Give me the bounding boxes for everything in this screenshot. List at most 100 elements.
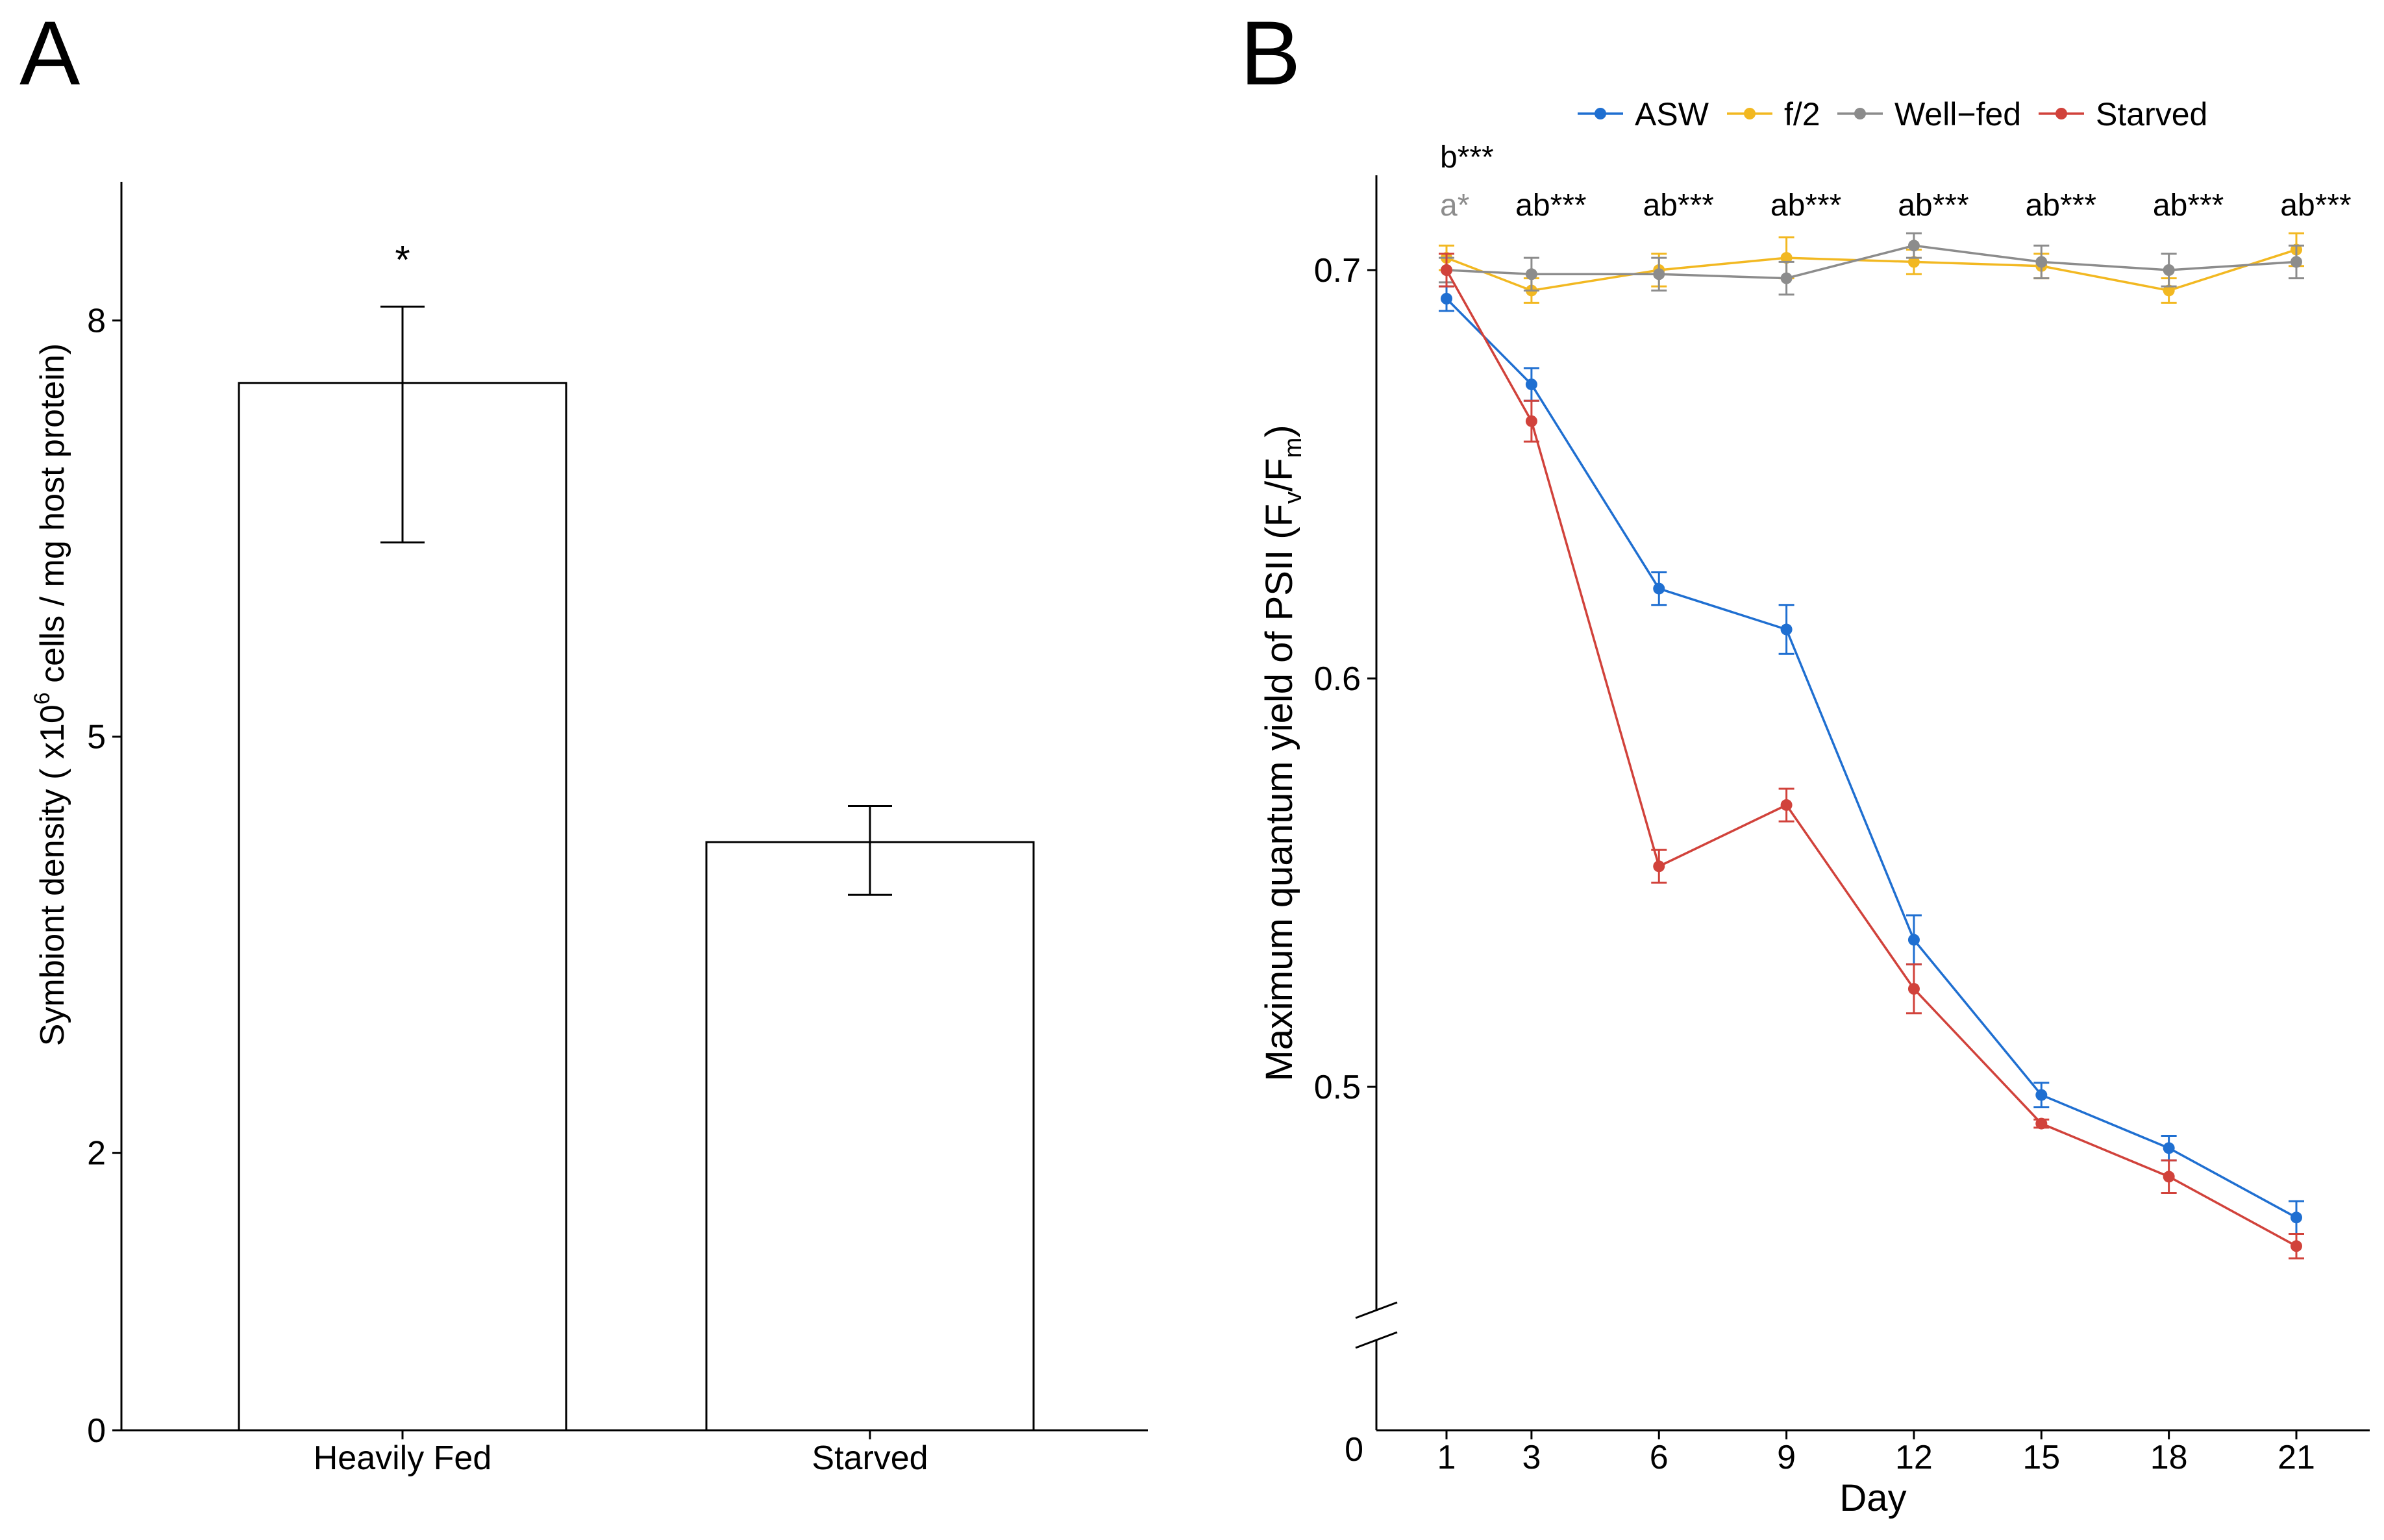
panel-b: B ASW f/2 Well−fed Starved b*** a* ab*** ab***…	[1240, 2, 2370, 1519]
y-tick-label-1: 2	[87, 1135, 106, 1173]
y-tick-label-3: 8	[87, 303, 106, 340]
data-point-1-3	[1780, 252, 1793, 264]
data-point-0-3	[1780, 623, 1793, 636]
significance-annotation-0: *	[395, 238, 410, 281]
series-line-0	[1445, 297, 2297, 1219]
y-tick-label-2: 5	[87, 719, 106, 756]
significance-row2-1: ab***	[1515, 188, 1586, 223]
significance-row2-6: ab***	[2153, 188, 2224, 223]
data-point-0-1	[1525, 379, 1537, 391]
data-point-3-3	[1780, 799, 1793, 811]
significance-row2-4: ab***	[1898, 188, 1968, 223]
data-point-3-7	[2291, 1240, 2302, 1252]
data-point-1-6	[2163, 284, 2175, 297]
data-point-2-1	[1525, 268, 1537, 280]
y-tick-label-1: 0.6	[1314, 660, 1361, 698]
series-asw	[1439, 285, 2304, 1235]
data-point-2-4	[1907, 240, 1920, 252]
legend-marker-2	[1854, 108, 1866, 119]
panel-b-y-title-text: Maximum quantum yield of PSII (F	[1258, 504, 1300, 1082]
panel-b-legend: ASW f/2 Well−fed Starved	[1578, 96, 2207, 132]
data-point-0-5	[2035, 1089, 2048, 1101]
panel-b-y-title-mid: /F	[1258, 458, 1300, 491]
legend-label-3: Starved	[2096, 96, 2207, 132]
data-point-0-7	[2291, 1211, 2302, 1224]
series-line-3	[1445, 269, 2297, 1247]
panel-a-bars	[238, 382, 1035, 1432]
x-tick-label-3: 9	[1777, 1439, 1796, 1476]
y-tick-label-2: 0.7	[1314, 252, 1361, 290]
panel-b-y-title-sub1: v	[1280, 491, 1307, 504]
legend-label-2: Well−fed	[1894, 96, 2021, 132]
legend-marker-1	[1744, 108, 1756, 119]
series-starved	[1439, 253, 2304, 1260]
legend-item-3: Starved	[2039, 96, 2207, 132]
x-tick-label-2: 6	[1650, 1439, 1669, 1476]
panel-b-y-title-sub2: m	[1280, 438, 1307, 458]
series-line-2	[1446, 244, 2297, 280]
legend-label-1: f/2	[1784, 96, 1820, 132]
significance-row2-2: ab***	[1643, 188, 1714, 223]
x-tick-label-6: 18	[2150, 1439, 2188, 1476]
x-tick-label-4: 12	[1895, 1439, 1933, 1476]
panel-a-y-title-superscript: 6	[30, 692, 55, 704]
x-tick-label-1: Starved	[812, 1439, 928, 1477]
x-tick-label-0: Heavily Fed	[314, 1439, 492, 1477]
panel-a-y-title-prefix: Symbiont density ( x10	[34, 704, 71, 1046]
significance-row2-3: ab***	[1770, 188, 1841, 223]
data-point-3-2	[1653, 860, 1665, 873]
series-line-1	[1446, 248, 2297, 292]
data-point-3-1	[1525, 415, 1537, 427]
panel-b-x-axis-title: Day	[1839, 1477, 1906, 1519]
panel-b-axis-break-mark-2	[1355, 1331, 1398, 1349]
legend-label-0: ASW	[1635, 96, 1709, 132]
data-point-2-7	[2291, 256, 2302, 268]
panel-b-label: B	[1240, 2, 1300, 104]
bar-1	[705, 841, 1035, 1432]
x-tick-label-0: 1	[1437, 1439, 1456, 1476]
panel-a-y-axis-title: Symbiont density ( x106 cells / mg host …	[30, 343, 71, 1047]
legend-marker-3	[2055, 108, 2067, 119]
y-tick-label-0: 0.5	[1314, 1069, 1361, 1106]
data-point-0-2	[1653, 582, 1665, 595]
panel-a-annotations: *	[395, 238, 410, 281]
legend-marker-0	[1595, 108, 1606, 119]
panel-b-y-title-end: )	[1258, 425, 1300, 437]
significance-row2-7: ab***	[2280, 188, 2351, 223]
data-point-3-6	[2163, 1171, 2175, 1183]
panel-a-error-bars	[380, 305, 892, 896]
panel-b-y-axis-title: Maximum quantum yield of PSII (Fv/Fm)	[1258, 425, 1307, 1081]
significance-row1-0: b***	[1440, 140, 1494, 175]
data-point-1-4	[1907, 256, 1920, 268]
x-tick-label-1: 3	[1522, 1439, 1541, 1476]
panel-a-y-title-suffix: cells / mg host protein)	[34, 343, 71, 693]
significance-row2-5: ab***	[2026, 188, 2096, 223]
panel-a-y-ticks: 0 2 5 8	[87, 303, 121, 1450]
panel-a-label: A	[19, 2, 81, 104]
data-point-0-6	[2163, 1142, 2175, 1154]
panel-b-significance: b*** a* ab*** ab*** ab*** ab*** ab*** ab*** ab**…	[1440, 140, 2352, 223]
y-tick-label-0: 0	[87, 1412, 106, 1450]
x-tick-label-5: 15	[2022, 1439, 2060, 1476]
data-point-2-6	[2163, 264, 2175, 276]
panel-b-axis-break-mark-1	[1355, 1301, 1398, 1319]
panel-a-x-ticks: Heavily Fed Starved	[314, 1430, 928, 1477]
data-point-2-2	[1653, 268, 1665, 280]
x-tick-label-7: 21	[2278, 1439, 2315, 1476]
data-point-3-5	[2035, 1117, 2048, 1130]
legend-item-1: f/2	[1727, 96, 1820, 132]
data-point-0-4	[1907, 934, 1920, 946]
legend-item-0: ASW	[1578, 96, 1709, 132]
panel-b-x-ticks: 1 3 6 9 12 15 18 21	[1437, 1430, 2315, 1476]
data-point-2-5	[2035, 256, 2048, 268]
panel-a: A Symbiont density ( x106 cells / mg hos…	[19, 2, 1148, 1477]
panel-b-y-zero-label: 0	[1345, 1431, 1363, 1469]
panel-b-series	[1439, 232, 2304, 1260]
legend-item-2: Well−fed	[1837, 96, 2021, 132]
data-point-2-3	[1780, 272, 1793, 284]
data-point-0-0	[1441, 293, 1452, 305]
bar-0	[238, 382, 567, 1432]
data-point-3-4	[1907, 983, 1920, 995]
panel-b-y-ticks: 0.5 0.6 0.7	[1314, 252, 1376, 1106]
